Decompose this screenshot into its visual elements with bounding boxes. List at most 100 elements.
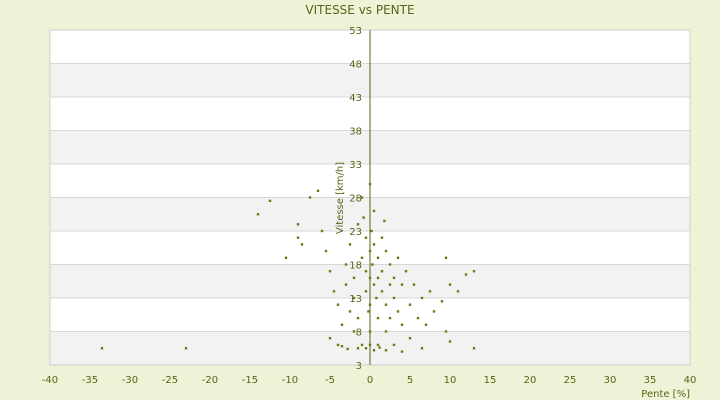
data-point [375,296,378,300]
data-point [364,236,368,239]
y-tick-label: 28 [349,194,362,205]
data-point [340,323,344,326]
data-point [432,310,436,313]
data-point [368,276,372,280]
data-point [388,283,392,286]
data-point [384,249,388,253]
y-tick-label: 48 [349,60,362,71]
data-point [346,347,349,351]
data-point [372,243,376,246]
data-point [364,347,368,350]
x-tick-label: -25 [162,375,178,386]
data-point [424,323,428,326]
data-point [336,303,340,306]
data-point [352,276,356,280]
data-point [368,330,372,333]
data-point [348,310,352,313]
data-point [392,296,396,300]
data-point [328,337,332,340]
data-point [376,343,380,347]
data-point [388,316,392,320]
data-point [367,310,370,313]
x-tick-label: 30 [604,375,617,386]
data-point [412,283,416,286]
y-tick-label: 23 [349,227,362,238]
data-point [360,343,364,347]
data-point [184,347,188,350]
data-point [456,290,460,293]
data-point [300,243,304,246]
data-point [428,290,432,293]
data-point [378,346,381,349]
data-point [444,330,448,333]
data-point [440,300,444,303]
data-point [380,290,384,293]
x-tick-label: -35 [82,375,98,386]
data-point [384,330,388,333]
data-point [344,283,348,286]
data-point [372,283,376,286]
y-tick-label: 18 [349,261,362,272]
x-tick-label: 20 [524,375,537,386]
data-point [344,263,348,266]
data-point [408,337,412,340]
y-tick-label: 38 [349,127,362,138]
data-point [464,273,468,276]
x-tick-label: -5 [325,375,335,386]
data-point [380,270,384,273]
y-tick-label: 3 [356,361,362,372]
data-point [472,347,476,350]
y-tick-label: 13 [349,294,362,305]
data-point [384,303,388,306]
data-point [100,347,104,350]
x-tick-label: 10 [444,375,457,386]
data-point [356,223,360,226]
data-point [420,296,424,300]
x-tick-label: 5 [407,375,413,386]
data-point [370,229,373,233]
data-point [360,256,364,259]
y-tick-label: 53 [349,26,362,37]
data-point [376,256,380,259]
data-point [372,349,376,352]
data-point [352,330,356,333]
x-tick-label: 25 [564,375,577,386]
data-point [296,236,300,239]
data-point [420,347,424,350]
y-tick-label: 43 [349,93,362,104]
data-point [368,343,372,347]
data-point [404,270,408,273]
data-point [388,263,392,266]
data-point [296,223,300,226]
x-tick-label: 0 [367,375,373,386]
data-point [383,219,386,223]
data-point [308,196,312,199]
x-tick-label: -20 [202,375,218,386]
y-tick-label: 8 [356,328,362,339]
data-point [356,316,360,320]
data-point [364,290,368,293]
data-point [376,276,380,280]
data-point [380,236,384,239]
data-point [284,256,288,259]
data-point [348,243,352,246]
data-point [368,249,372,253]
data-point [340,345,344,348]
data-point [362,216,365,219]
data-point [396,310,400,313]
data-point [356,347,360,350]
data-point [368,303,372,306]
data-point [371,263,374,266]
data-point [256,213,260,216]
data-point [472,270,476,273]
data-point [396,256,400,259]
data-point [332,290,336,293]
data-point [268,199,272,203]
data-point [416,316,420,320]
data-point [372,209,376,213]
data-point [316,189,320,192]
data-point [328,270,332,273]
data-point [360,196,364,199]
data-point [384,349,388,352]
